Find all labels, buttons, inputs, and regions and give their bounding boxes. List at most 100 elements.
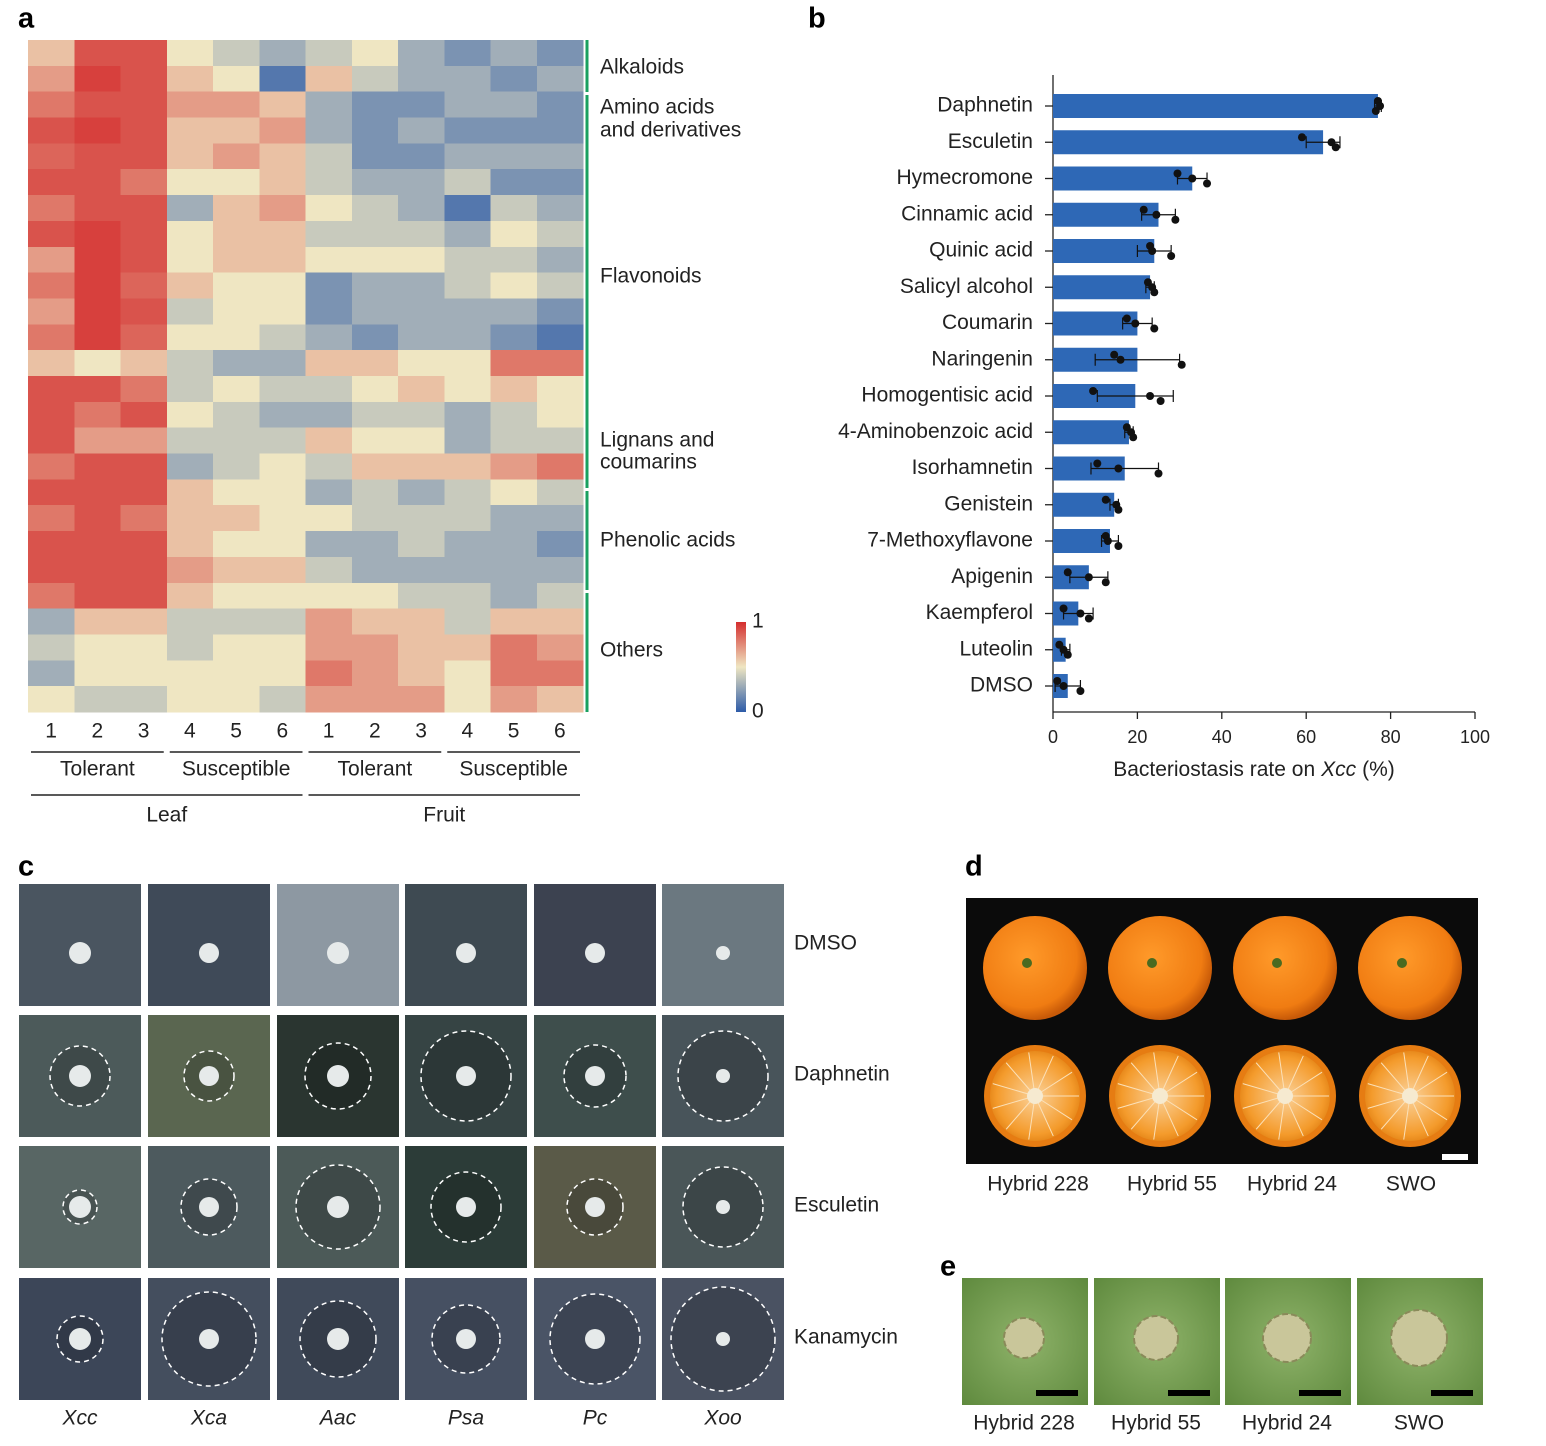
heatmap-cell bbox=[259, 634, 307, 661]
heatmap-cell bbox=[166, 505, 214, 532]
heatmap-cell bbox=[120, 660, 168, 687]
zone-outline bbox=[430, 1171, 502, 1243]
x-tick-label: 20 bbox=[1127, 727, 1147, 747]
heatmap-cell bbox=[120, 505, 168, 532]
column-label: 6 bbox=[277, 720, 289, 743]
heatmap-cell bbox=[213, 608, 260, 636]
heatmap-cell bbox=[213, 531, 260, 558]
heatmap-cell bbox=[259, 65, 307, 93]
column-label: 2 bbox=[92, 720, 104, 743]
heatmap-cell bbox=[28, 143, 75, 170]
heatmap-cell bbox=[305, 350, 353, 377]
heatmap-cell bbox=[120, 220, 168, 248]
data-point bbox=[1059, 604, 1068, 613]
heatmap-cell bbox=[74, 195, 122, 222]
data-point bbox=[1053, 677, 1062, 685]
class-label: and derivatives bbox=[600, 119, 741, 142]
heatmap-cell bbox=[166, 427, 214, 455]
heatmap-cell bbox=[259, 117, 307, 144]
heatmap-cell bbox=[444, 65, 492, 93]
zone-outline bbox=[420, 1030, 512, 1122]
data-point bbox=[1089, 387, 1098, 395]
heatmap-cell bbox=[398, 143, 445, 170]
heatmap-cell bbox=[120, 531, 168, 558]
heatmap-cell bbox=[213, 143, 260, 170]
bar bbox=[1053, 130, 1324, 155]
heatmap-cell bbox=[74, 479, 122, 506]
paper-disc bbox=[69, 1196, 91, 1218]
zone-outline bbox=[180, 1178, 238, 1236]
heatmap-cell bbox=[444, 660, 492, 687]
heatmap-cell bbox=[28, 453, 75, 480]
scale-bar bbox=[1036, 1390, 1078, 1396]
heatmap-cell bbox=[351, 272, 399, 300]
heatmap-cell bbox=[28, 272, 75, 300]
heatmap-cell bbox=[305, 220, 353, 248]
heatmap-cell bbox=[166, 272, 214, 300]
paper-disc bbox=[456, 1329, 476, 1349]
heatmap-cell bbox=[74, 686, 122, 713]
panel-label: e bbox=[940, 1251, 956, 1283]
heatmap-cell bbox=[398, 220, 445, 248]
heatmap-cell bbox=[166, 376, 214, 403]
heatmap-cell bbox=[444, 608, 492, 636]
heatmap-cell bbox=[120, 169, 168, 196]
heatmap-cell bbox=[536, 350, 584, 377]
heatmap-cell bbox=[166, 65, 214, 93]
scale-bar bbox=[1431, 1390, 1473, 1396]
heatmap-cell bbox=[213, 686, 260, 713]
data-point bbox=[1154, 469, 1163, 478]
heatmap-cell bbox=[120, 582, 168, 610]
heatmap-cell bbox=[74, 246, 122, 274]
heatmap-cell bbox=[28, 220, 75, 248]
heatmap-cell bbox=[28, 376, 75, 403]
row-label: Daphnetin bbox=[794, 1063, 890, 1086]
heatmap-cell bbox=[166, 350, 214, 377]
heatmap-cell bbox=[444, 376, 492, 403]
heatmap-cell bbox=[259, 608, 307, 636]
heatmap-cell bbox=[444, 453, 492, 480]
row-label: Esculetin bbox=[794, 1194, 879, 1217]
category-label: Hymecromone bbox=[896, 166, 1033, 189]
fruit-core bbox=[1402, 1088, 1418, 1104]
fruit-stem bbox=[1022, 958, 1032, 968]
heatmap-cell bbox=[536, 556, 584, 584]
heatmap-cell bbox=[444, 324, 492, 351]
category-label: Salicyl alcohol bbox=[900, 275, 1033, 298]
paper-disc bbox=[199, 1197, 219, 1217]
whole-fruit bbox=[1358, 916, 1462, 1020]
heatmap-cell bbox=[120, 298, 168, 325]
heatmap-cell bbox=[120, 427, 168, 455]
bar bbox=[1053, 420, 1129, 445]
class-label: Others bbox=[600, 639, 663, 662]
heatmap-cell bbox=[120, 117, 168, 144]
paper-disc bbox=[327, 1065, 349, 1087]
heatmap-cell bbox=[213, 505, 260, 532]
panel-label: c bbox=[18, 851, 34, 883]
heatmap-cell bbox=[74, 65, 122, 93]
heatmap-cell bbox=[444, 169, 492, 196]
heatmap-cell bbox=[305, 246, 353, 274]
heatmap-cell bbox=[444, 195, 492, 222]
heatmap-cell bbox=[213, 556, 260, 584]
paper-disc bbox=[69, 942, 91, 964]
data-point bbox=[1114, 542, 1123, 550]
category-label: Cinnamic acid bbox=[901, 202, 1033, 225]
scale-bar bbox=[1168, 1390, 1210, 1396]
heatmap-cell bbox=[536, 169, 584, 196]
class-label: Amino acids bbox=[600, 96, 714, 119]
heatmap-cell bbox=[536, 40, 584, 67]
heatmap-cell bbox=[490, 582, 538, 610]
heatmap-cell bbox=[305, 479, 353, 506]
heatmap-cell bbox=[398, 298, 445, 325]
paper-disc bbox=[716, 1069, 730, 1083]
heatmap-cell bbox=[398, 40, 445, 67]
heatmap-cell bbox=[74, 556, 122, 584]
heatmap-cell bbox=[74, 91, 122, 119]
heatmap-cell bbox=[259, 401, 307, 429]
paper-disc bbox=[585, 1066, 605, 1086]
heatmap-cell bbox=[351, 40, 399, 67]
data-point bbox=[1129, 433, 1138, 442]
heatmap-cell bbox=[305, 91, 353, 119]
heatmap-cell bbox=[398, 427, 445, 455]
